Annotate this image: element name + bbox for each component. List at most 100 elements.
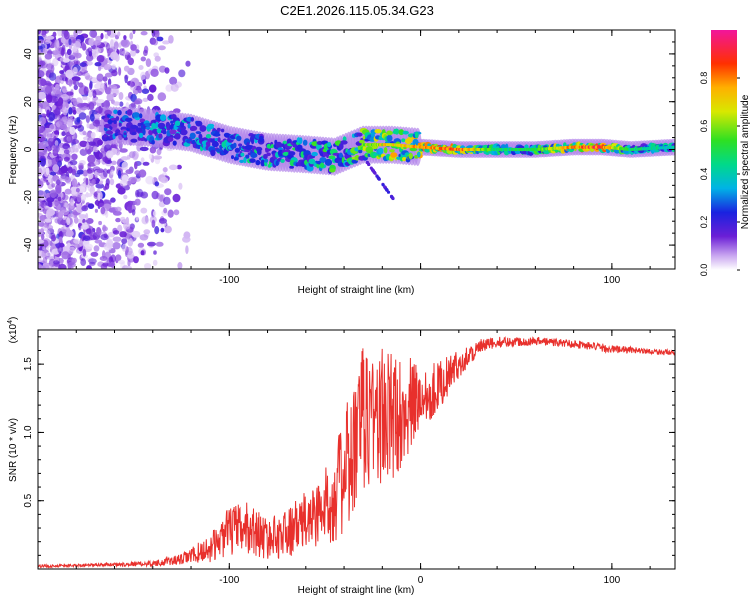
spectrogram-noise-dot: [53, 50, 61, 55]
snr-ticks: -100 0 100 0.5 1.0 1.5: [23, 330, 675, 586]
spectrogram-ridge-blob: [359, 139, 365, 144]
spectrogram-noise-dot: [154, 226, 160, 235]
snr-xtick-label: -100: [219, 575, 239, 586]
spectrogram-noise-dot: [94, 48, 102, 54]
spectrogram-noise-dot: [76, 169, 85, 175]
spectrogram-noise-dot: [86, 169, 93, 174]
spectrogram-noise-dot: [110, 87, 120, 97]
spectrogram-ridge-blob: [207, 123, 215, 128]
spectrogram-noise-dot: [82, 222, 88, 230]
spectrogram-tail-dot: [369, 166, 373, 170]
spectrogram-ridge-blob: [103, 133, 108, 138]
spectrogram-ridge-blob: [234, 147, 241, 153]
spectrogram-noise-dot: [71, 178, 78, 188]
spectrogram-noise-dot: [153, 250, 157, 255]
spectrogram-noise-dot: [59, 70, 64, 75]
spectrogram-noise-dot: [98, 220, 102, 226]
spectrogram-noise-dot: [112, 236, 122, 242]
spectrogram-noise-dot: [94, 83, 101, 89]
spectrogram-ridge-blob: [238, 143, 243, 147]
spectrogram-noise-dot: [160, 176, 169, 184]
spectrogram-noise-dot: [120, 156, 129, 161]
spectrogram-noise-dot: [73, 30, 78, 38]
spectrogram-noise-dot: [96, 228, 102, 236]
spectrogram-noise-dot: [127, 202, 133, 208]
spectrogram-noise-dot: [76, 116, 81, 123]
spectrogram-noise-dot: [65, 69, 74, 79]
spectrogram-noise-dot: [55, 155, 60, 163]
spectrogram-noise-dot: [76, 30, 83, 34]
spectrogram-noise-dot: [140, 56, 146, 62]
spectrogram-noise-dot: [85, 115, 90, 124]
snr-xtick-label: 0: [418, 575, 424, 586]
spectrogram-ridge-blob: [243, 156, 247, 164]
spectrogram-ridge-blob: [398, 129, 405, 136]
spectrogram-noise-dot: [148, 84, 157, 93]
spectrogram-tail-dot: [377, 177, 381, 181]
spectrogram-noise-dot: [39, 137, 46, 142]
spectrogram-ridge-blob: [328, 168, 336, 173]
spectrogram-noise-dot: [69, 126, 76, 135]
spectrogram-tail-dot: [361, 155, 365, 159]
spectrogram-noise-dot: [148, 153, 152, 160]
spectrogram-noise-dot: [121, 50, 129, 55]
spectrogram-ridge-blob: [280, 158, 285, 163]
spectrogram-noise-dot: [131, 230, 141, 238]
spectrogram-noise-dot: [70, 186, 79, 195]
spectrogram-ridge-blob: [308, 158, 316, 165]
spectrogram-noise-dot: [127, 57, 134, 66]
spectrogram-noise-dot: [90, 131, 96, 139]
spectrogram-noise-dot: [38, 78, 47, 87]
spectrogram-noise-dot: [151, 30, 156, 38]
spectrogram-noise-dot: [117, 31, 121, 37]
spectrogram-noise-dot: [119, 148, 128, 153]
spectrogram-noise-dot: [105, 42, 111, 51]
spectrogram-noise-dot: [70, 197, 75, 206]
spectrogram-noise-dot: [173, 209, 180, 216]
spectrogram-ridge-blob: [117, 109, 122, 116]
spectrogram-noise-dot: [44, 218, 52, 223]
spectrogram-noise-dot: [49, 124, 56, 131]
spectrogram-noise-dot: [145, 175, 155, 185]
spectrogram-noise-dot: [86, 97, 91, 102]
spectrogram-noise-dot: [130, 82, 134, 88]
spectrogram-noise-dot: [140, 71, 146, 81]
spectrogram-noise-dot: [110, 39, 114, 48]
spectrogram-noise-dot: [128, 266, 132, 269]
spectrogram-ridge-blob: [157, 122, 166, 129]
spectrogram-noise-dot: [97, 192, 101, 201]
spectrogram-noise-dot: [44, 85, 53, 94]
spectrogram-tail-dot: [385, 188, 389, 192]
spectrogram-noise-dot: [82, 169, 88, 177]
spectrogram-noise-dot: [152, 259, 158, 266]
spectrogram-noise-dot: [168, 35, 174, 44]
spectrogram-ridge-blob: [409, 147, 418, 152]
snr-yscale-suffix: ): [8, 317, 19, 320]
spectrogram-noise-dot: [165, 84, 173, 92]
spectrogram-noise-dot: [104, 72, 113, 78]
snr-yscale-prefix: (x10: [8, 323, 19, 343]
spectrogram-ytick-label: 20: [23, 96, 34, 108]
spectrogram-noise-dot: [90, 251, 99, 257]
spectrogram-noise-dot: [134, 161, 138, 170]
spectrogram-noise-dot: [82, 248, 87, 257]
spectrogram-noise-dot: [122, 265, 129, 269]
spectrogram-noise-dot: [53, 145, 60, 153]
spectrogram-noise-dot: [44, 53, 53, 60]
spectrogram-ridge-blob: [211, 141, 219, 148]
spectrogram-noise-dot: [119, 179, 128, 187]
spectrogram-ridge-blob: [266, 152, 271, 157]
spectrogram-noise-dot: [50, 189, 57, 199]
spectrogram-noise-dot: [76, 71, 84, 76]
spectrogram-noise-dot: [164, 67, 170, 74]
spectrogram-noise-dot: [103, 100, 111, 109]
spectrogram-noise-dot: [112, 230, 120, 235]
spectrogram-noise-dot: [54, 83, 60, 92]
spectrogram-ridge-blob: [190, 117, 195, 122]
spectrogram-ridge-blob: [135, 127, 143, 132]
spectrogram-noise-dot: [151, 190, 159, 200]
spectrogram-ridge-blob: [378, 147, 384, 155]
spectrogram-ridge-blob: [130, 138, 138, 143]
spectrogram-noise-dot: [38, 152, 45, 157]
spectrogram-noise-dot: [39, 158, 47, 167]
